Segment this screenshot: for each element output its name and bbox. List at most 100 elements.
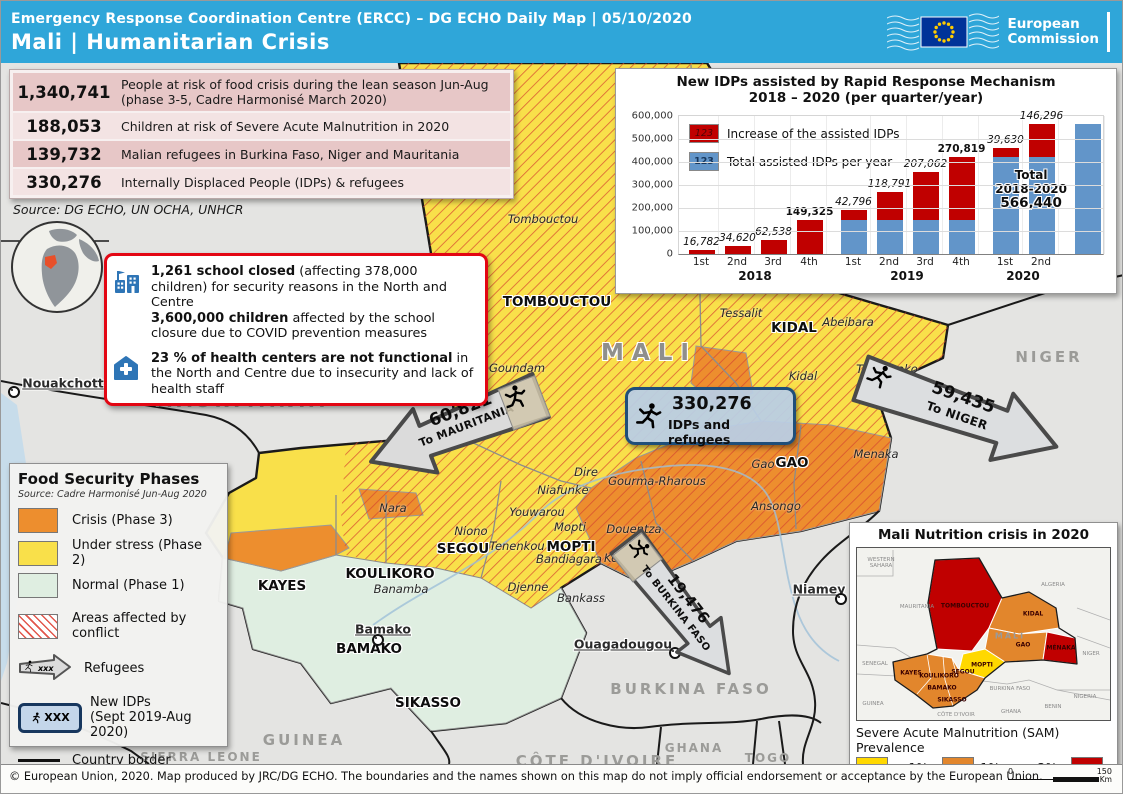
- school-icon: [113, 264, 143, 342]
- chart-bars: 16,78234,62062,538149,32542,796118,79120…: [679, 110, 1105, 254]
- inset-neighbor-label-nigeria: NIGERIA: [1073, 694, 1097, 700]
- inset-region-label-m-naka: MÉNAKA: [1046, 644, 1076, 652]
- inset-neighbor-label-senegal: SENEGAL: [862, 661, 888, 667]
- bar-value-label: 34,620: [719, 232, 756, 245]
- x-axis-tick: 1st: [692, 256, 710, 268]
- chart-quarter-labels: 1st 2nd 3rd 4th 1st 2nd 3rd 4th 1st 2nd: [678, 256, 1104, 268]
- inset-labels-layer: TOMBOUCTOU KIDAL GAO MÉNAKA MOPTI KAYES KOULIK…: [857, 548, 1110, 720]
- border-senegal-mauritania: [1, 380, 260, 454]
- chart-title-line1: New IDPs assisted by Rapid Response Mech…: [676, 74, 1056, 90]
- table-row: 188,053 Children at risk of Severe Acute…: [13, 113, 510, 139]
- inset-neighbor-label-c-te-d-ivoir: CÔTE D'IVOIR: [937, 712, 975, 718]
- bar-value-label: 16,782: [683, 236, 720, 249]
- year-group-label-2019: 2019: [890, 269, 924, 283]
- footer-disclaimer: © European Union, 2020. Map produced by …: [9, 770, 1043, 783]
- legend-item-refugees: xxx Refugees: [18, 654, 219, 682]
- inset-region-label-sikasso: SIKASSO: [937, 696, 967, 704]
- header-titles: Emergency Response Coordination Centre (…: [1, 11, 692, 54]
- legend-title: Food Security Phases: [18, 470, 200, 488]
- total-value: 566,440: [1000, 195, 1062, 211]
- stat-description: Internally Displaced People (IDPs) & ref…: [121, 174, 404, 190]
- bar-value-label: 146,296: [1019, 109, 1064, 122]
- crisis-swatch: [18, 508, 58, 533]
- header-subtitle: Emergency Response Coordination Centre (…: [11, 10, 692, 27]
- x-axis-tick: 2nd: [878, 256, 899, 268]
- stat-description: Malian refugees in Burkina Faso, Niger a…: [121, 146, 460, 162]
- nutrition-title: Mali Nutrition crisis in 2020: [877, 527, 1089, 543]
- inset-region-label-kidal: KIDAL: [1022, 610, 1044, 618]
- health-info-text: 23 % of health centers are not functiona…: [151, 351, 477, 398]
- bar-value-label: 118,791: [868, 178, 911, 190]
- inset-region-label-mopti: MOPTI: [971, 661, 993, 669]
- eu-flag-icon: [887, 13, 1000, 51]
- logo-divider: [1107, 12, 1110, 52]
- stress-swatch: [18, 540, 58, 566]
- legend-item-normal: Normal (Phase 1): [18, 573, 219, 598]
- refugee-arrow-mauritania: 60,821 To MAURITANIA: [354, 359, 559, 498]
- scale-thin-segment: [1008, 779, 1054, 780]
- stat-value: 188,053: [26, 116, 102, 136]
- scale-thick-segment: [1053, 777, 1099, 782]
- legend-label: Areas affected by conflict: [72, 611, 187, 641]
- increase-swatch: 123: [689, 124, 719, 143]
- x-axis-tick: 2nd: [726, 256, 747, 268]
- mali-phase3-kayes: [222, 524, 350, 572]
- stat-description: Children at risk of Severe Acute Malnutr…: [121, 118, 450, 134]
- x-axis-tick: 1st: [996, 256, 1014, 268]
- bar-total: [1071, 116, 1105, 254]
- sam-legend-title: Severe Acute Malnutrition (SAM) Prevalen…: [856, 725, 1060, 755]
- inset-neighbor-label-western-sahara: WESTERN SAHARA: [867, 557, 895, 569]
- total-swatch: 123: [689, 152, 719, 171]
- x-axis-tick: 2nd: [1030, 256, 1051, 268]
- logo-line1: European: [1007, 16, 1080, 32]
- inset-region-label-tombouctou: TOMBOUCTOU: [940, 602, 990, 610]
- table-row: 139,732 Malian refugees in Burkina Faso,…: [13, 141, 510, 167]
- chart-plot-area: 16,78234,62062,538149,32542,796118,79120…: [632, 110, 1105, 260]
- school-text: (affecting 378,000 children) for securit…: [151, 264, 448, 310]
- mali-highlight: [45, 255, 57, 269]
- idps-value: 330,276: [672, 394, 752, 414]
- footer-bar: © European Union, 2020. Map produced by …: [1, 764, 1122, 793]
- y-axis-tick: 200,000: [631, 202, 673, 214]
- x-axis-tick: 4th: [952, 256, 970, 268]
- bar-2020-1st: 39,630: [987, 116, 1024, 254]
- bar-value-label: 207,062: [903, 158, 948, 171]
- health-center-icon: [113, 351, 143, 398]
- legend-label: Under stress (Phase 2): [72, 538, 202, 568]
- inset-neighbor-label-guinea: GUINEA: [862, 701, 884, 707]
- gridline: [679, 185, 1103, 186]
- legend-item-new-idps: XXX New IDPs (Sept 2019-Aug 2020): [18, 695, 219, 740]
- inset-region-label-kayes: KAYES: [900, 669, 922, 677]
- legend-item-stress: Under stress (Phase 2): [18, 538, 219, 568]
- bar-value-label: 39,630: [987, 134, 1024, 147]
- chart-title-line2: 2018 – 2020 (per quarter/year): [748, 90, 984, 106]
- y-axis-tick: 500,000: [631, 133, 673, 145]
- gridline: [679, 162, 1103, 163]
- y-axis-tick: 100,000: [631, 225, 673, 237]
- new-idps-line1: New IDPs: [90, 695, 151, 710]
- refugee-arrow-icon: xxx: [19, 654, 71, 680]
- header-bar: Emergency Response Coordination Centre (…: [1, 1, 1122, 63]
- legend-label: New IDPs (Sept 2019-Aug 2020): [90, 695, 219, 740]
- inset-region-label-bamako: BAMAKO: [927, 684, 957, 692]
- new-idps-line2: (Sept 2019-Aug 2020): [90, 710, 192, 740]
- refugee-arrow-niger: 59,435 To NIGER: [844, 340, 1073, 486]
- table-row: 1,340,741 People at risk of food crisis …: [13, 73, 510, 111]
- inset-neighbor-label-benin: BENIN: [1044, 704, 1062, 710]
- x-axis-tick: 3rd: [916, 256, 934, 268]
- runner-icon: [635, 402, 663, 434]
- chart-legend: 123 Increase of the assisted IDPs 123 To…: [689, 124, 900, 180]
- inset-neighbor-label-mauritania: MAURITANIA: [899, 604, 935, 610]
- health-text: in the North and Centre due to insecurit…: [151, 350, 474, 397]
- food-security-legend: Food Security Phases Source: Cadre Harmo…: [9, 463, 228, 788]
- svg-text:xxx: xxx: [37, 664, 54, 673]
- inset-region-label-gao: GAO: [1015, 641, 1031, 649]
- inset-region-label-segou: SEGOU: [951, 668, 975, 676]
- x-axis-tick: 4th: [800, 256, 818, 268]
- education-health-info-box: 1,261 school closed (affecting 378,000 c…: [104, 253, 488, 406]
- scale-right: 150: [1096, 767, 1112, 776]
- chart-title: New IDPs assisted by Rapid Response Mech…: [616, 74, 1116, 106]
- bar-2020-2nd: 146,296: [1020, 110, 1063, 254]
- chart-year-labels: 2018 2019 2020: [678, 269, 1104, 285]
